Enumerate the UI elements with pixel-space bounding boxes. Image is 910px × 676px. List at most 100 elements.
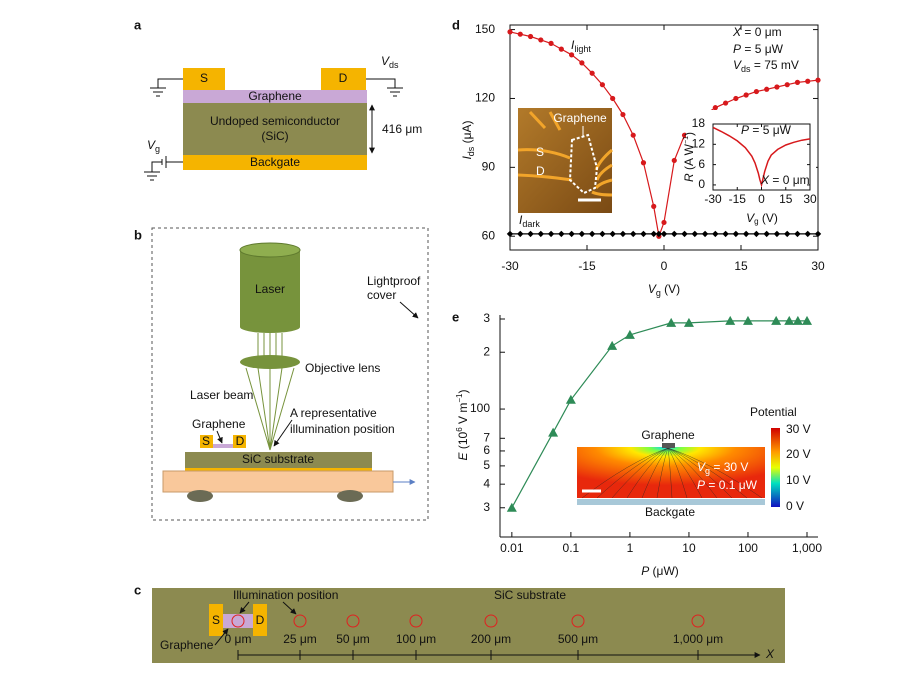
device-photo: Graphene S D [517,108,613,213]
series-label: Idark [519,213,540,229]
field-line [667,447,703,499]
x-tick-label: 15 [779,192,793,206]
position-label: 200 μm [471,632,511,646]
text-part: = 30 V [710,460,748,474]
vg-label: Vg [147,138,160,154]
device-schematic: S D Vds Graphene Undoped semiconductor (… [144,54,422,181]
map-label: P = 0.1 μW [697,478,758,492]
lens-label: Objective lens [305,361,380,375]
data-point [630,230,637,238]
source-label: S [200,71,208,85]
field-line [596,447,669,499]
lightproof-box [151,227,429,521]
data-point [565,394,576,404]
y-tick-label: 100 [470,401,490,415]
illumination-arrow [282,601,297,615]
wheel [337,490,363,502]
thickness-label: 416 μm [382,122,422,136]
data-point [792,315,803,325]
data-point [764,86,770,92]
text-part: g [155,144,160,154]
data-point [733,95,739,102]
inset-background [686,110,816,228]
data-point [701,230,709,238]
position-arrow [273,419,293,447]
text-part: P [733,42,741,56]
text-part: ds [466,146,476,156]
drain-electrode [253,604,267,636]
text-part: V [697,460,706,474]
vds-label: Vds [381,54,399,70]
data-point [691,230,698,238]
data-point [619,230,627,238]
y-tick-label: 18 [692,116,706,130]
text-part: X [732,25,742,39]
objective-lens [240,355,300,369]
series-label: Ilight [571,38,591,54]
data-point [517,31,523,37]
data-point [589,70,595,76]
data-point [624,329,635,339]
illumination-arrow [239,601,250,614]
laser-bottom [240,321,300,333]
data-point [609,230,616,238]
data-point [784,82,790,88]
data-point [784,230,791,238]
x-tick-label: 1 [627,541,634,555]
focused-beam [245,367,295,451]
x-tick-label: -30 [501,259,519,273]
data-point [666,317,677,327]
y-tick-label: 90 [482,160,496,174]
field-line [641,447,669,499]
text-part: R [682,173,696,182]
field-line [611,447,669,499]
colorbar-label: 30 V [786,422,811,436]
y-axis-label: Ids (μA) [460,120,476,159]
data-point [804,230,811,238]
cover-label: Lightproof [367,274,421,288]
graphene-label: Graphene [160,638,214,652]
x-tick-label: 30 [811,259,825,273]
data-point [671,157,677,164]
colorbar-label: 20 V [786,447,811,461]
text-part: P [741,123,749,137]
y-tick-label: 5 [483,458,490,472]
source-electrode [209,604,223,636]
x-tick-label: 0 [661,259,668,273]
beam [257,333,283,356]
data-point [805,78,811,84]
map-label: Graphene [641,428,695,442]
y-tick-label: 2 [483,344,490,358]
photo-label: D [536,164,545,178]
x-tick-label: 30 [803,192,817,206]
data-point [506,230,514,238]
data-point [558,230,565,238]
text-part: = 0.1 μW [705,478,758,492]
backgate-label: Backgate [250,155,300,169]
semiconductor-label: Undoped semiconductor [210,114,340,128]
data-point [548,40,554,46]
text-part: X [760,173,770,187]
graphene-layer [183,90,367,103]
annotation: X = 0 μm [732,25,782,39]
potential-map [577,447,765,499]
text-part: −1 [455,393,464,403]
data-point [548,427,559,437]
setup-schematic: Laser Objective lens Laser beam Lightpro… [151,227,429,521]
data-point [794,79,801,85]
data-point [712,230,719,238]
chart-d-inset: -30 -15 0 15 30 0 6 12 18 [692,116,817,206]
data-point [725,315,736,325]
data-point [651,203,657,209]
y-tick-label: 12 [692,136,706,150]
text-part: I [571,38,575,52]
graphene-strip [213,444,233,448]
graphene-label: Graphene [248,89,302,103]
data-point [802,315,813,325]
data-point [681,230,688,238]
graphene-outline [568,133,599,195]
source-electrode [183,68,225,90]
data-point [527,33,534,40]
text-part: V [746,211,755,225]
